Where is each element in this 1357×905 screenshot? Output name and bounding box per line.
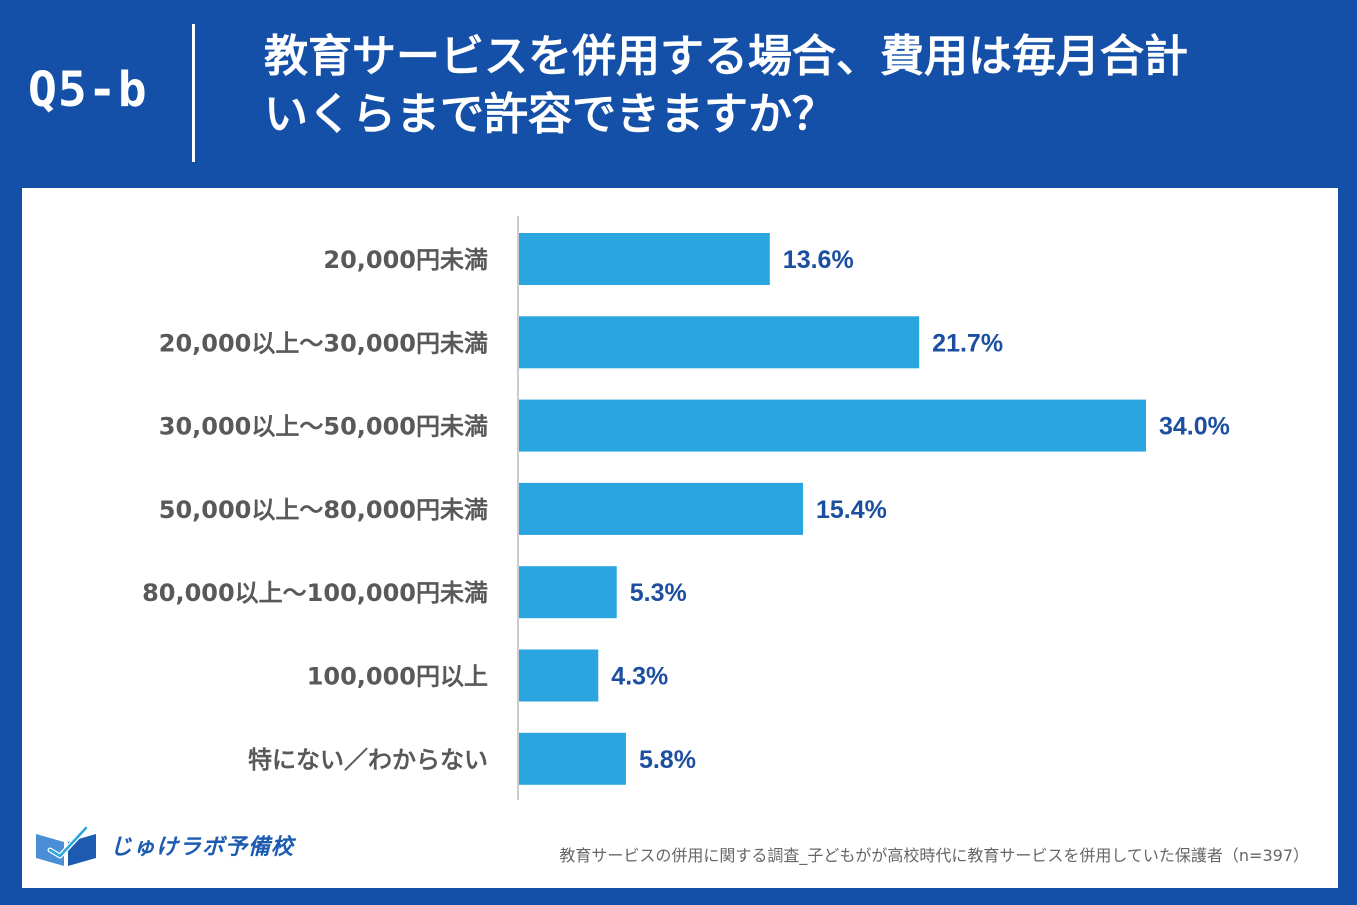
header: Q5-b 教育サービスを併用する場合、費用は毎月合計 いくらまで許容できますか？	[0, 0, 1357, 188]
value-label-6: 5.8%	[639, 746, 696, 774]
category-label-2: 30,000以上～50,000円未満	[159, 413, 488, 441]
bar-3	[519, 482, 803, 535]
category-label-1: 20,000以上～30,000円未満	[159, 329, 488, 357]
chart-panel	[22, 188, 1338, 888]
category-label-3: 50,000以上～80,000円未満	[159, 496, 488, 524]
chart-title: 教育サービスを併用する場合、費用は毎月合計 いくらまで許容できますか？	[264, 28, 1324, 144]
book-logo-icon	[36, 825, 96, 866]
header-divider	[192, 24, 195, 162]
value-label-2: 34.0%	[1159, 413, 1230, 441]
bar-4	[519, 566, 617, 619]
bar-0	[519, 233, 770, 285]
category-label-0: 20,000円未満	[323, 246, 488, 274]
value-label-4: 5.3%	[630, 579, 687, 607]
bar-6	[519, 732, 626, 785]
value-label-0: 13.6%	[783, 246, 854, 274]
title-line-2: いくらまで許容できますか？	[264, 89, 836, 140]
value-label-1: 21.7%	[932, 329, 1003, 357]
logo-text: じゅけラボ予備校	[110, 835, 295, 860]
brand-logo: じゅけラボ予備校	[30, 820, 294, 870]
category-label-6: 特にない／わからない	[248, 746, 488, 774]
bar-1	[519, 316, 920, 369]
title-line-1: 教育サービスを併用する場合、費用は毎月合計	[264, 31, 1188, 82]
bar-5	[519, 649, 599, 702]
bar-2	[519, 399, 1146, 452]
category-label-5: 100,000円以上	[307, 663, 488, 691]
value-label-3: 15.4%	[816, 496, 887, 524]
question-label: Q5-b	[28, 62, 148, 118]
value-label-5: 4.3%	[611, 663, 668, 691]
source-note: 教育サービスの併用に関する調査_子どもがが高校時代に教育サービスを併用していた保…	[559, 846, 1309, 865]
category-label-4: 80,000以上～100,000円未満	[142, 579, 488, 607]
